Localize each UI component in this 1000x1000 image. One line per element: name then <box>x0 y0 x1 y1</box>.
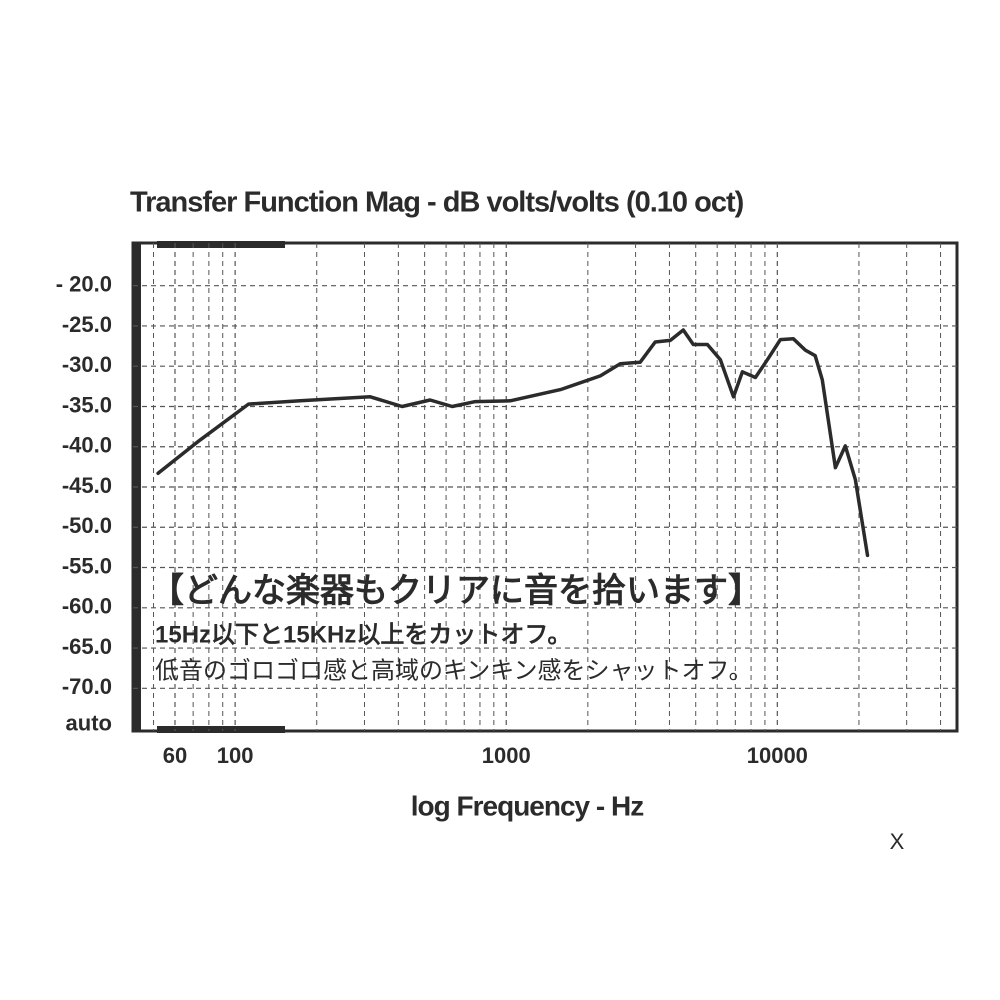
y-tick-label: -55.0 <box>62 553 112 578</box>
close-button[interactable]: X <box>890 829 905 854</box>
y-tick-label: - 20.0 <box>56 271 112 296</box>
y-tick-label: -40.0 <box>62 433 112 458</box>
grid <box>133 243 957 731</box>
annotation: 15Hz以下と15KHz以上をカットオフ。 <box>155 621 571 648</box>
y-tick-label: -50.0 <box>62 513 112 538</box>
y-tick-label: -65.0 <box>62 634 112 659</box>
x-tick-label: 100 <box>217 743 254 768</box>
x-tick-label: 1000 <box>482 743 531 768</box>
annotation: 低音のゴロゴロ感と高域のキンキン感をシャットオフ。 <box>155 657 753 684</box>
y-tick-label: -30.0 <box>62 352 112 377</box>
y-tick-label: -70.0 <box>62 674 112 699</box>
y-tick-label: -35.0 <box>62 392 112 417</box>
x-tick-label: 60 <box>163 743 187 768</box>
y-tick-label: -60.0 <box>62 594 112 619</box>
x-tick-label: 10000 <box>747 743 808 768</box>
data-line <box>156 328 870 558</box>
y-tick-label: -25.0 <box>62 312 112 337</box>
frame-bar <box>157 726 285 733</box>
y-tick-label: -45.0 <box>62 473 112 498</box>
x-axis-label: log Frequency - Hz <box>411 790 643 821</box>
chart-title: Transfer Function Mag - dB volts/volts (… <box>130 187 744 219</box>
frame-bar <box>157 241 285 248</box>
y-tick-label: auto <box>66 710 112 735</box>
annotation: 【どんな楽器もクリアに音を拾います】 <box>150 572 762 610</box>
